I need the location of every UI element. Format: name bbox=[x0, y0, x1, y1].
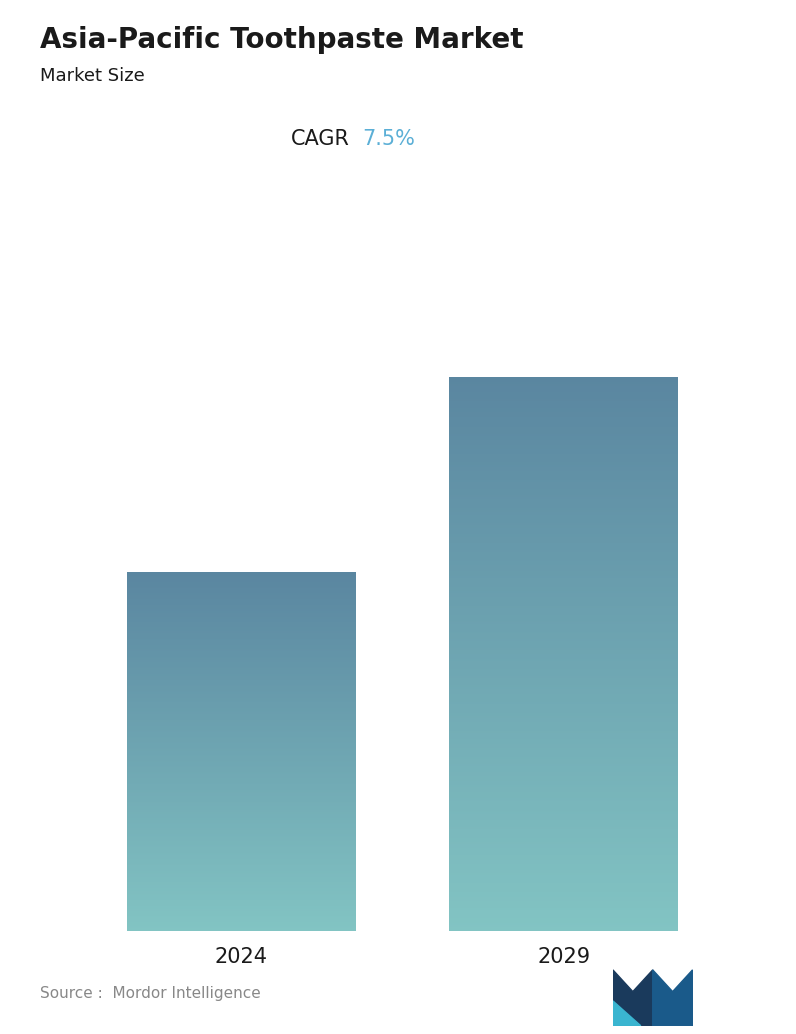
Text: Asia-Pacific Toothpaste Market: Asia-Pacific Toothpaste Market bbox=[40, 26, 523, 54]
Text: CAGR: CAGR bbox=[291, 129, 350, 149]
Polygon shape bbox=[613, 970, 653, 1026]
Polygon shape bbox=[613, 1001, 641, 1026]
Text: Source :  Mordor Intelligence: Source : Mordor Intelligence bbox=[40, 985, 260, 1001]
Text: Market Size: Market Size bbox=[40, 67, 145, 85]
Polygon shape bbox=[653, 970, 693, 1026]
Text: 7.5%: 7.5% bbox=[362, 129, 415, 149]
